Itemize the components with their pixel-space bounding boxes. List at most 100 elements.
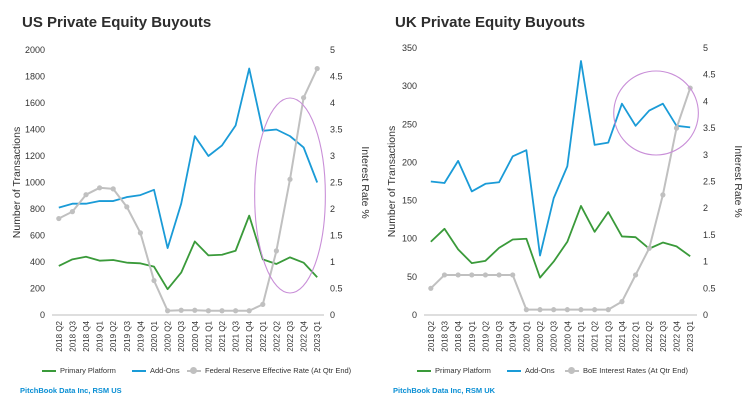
us-x-tick-label: 2019 Q4	[136, 320, 145, 351]
us-rate-point	[314, 65, 320, 72]
uk-y-tick-right: 2.5	[703, 177, 716, 187]
uk-rate-point	[564, 307, 570, 313]
uk-legend-primary-swatch	[417, 370, 431, 372]
uk-y-tick-left: 300	[402, 81, 417, 91]
uk-rate-point	[523, 307, 529, 313]
uk-x-tick-label: 2022 Q1	[632, 320, 641, 351]
us-x-tick-label: 2021 Q1	[204, 320, 213, 351]
uk-y-tick-right: 0	[703, 310, 708, 320]
us-x-tick-label: 2018 Q4	[82, 320, 91, 351]
us-rate-point	[273, 248, 279, 254]
us-y-tick-left: 1800	[25, 72, 45, 82]
uk-chart-plot: 0 50 100 150 200 250 300 350 0 0.5 1 1.5 2 2.5 3 3.5 4 4.…	[386, 43, 744, 352]
uk-y-tick-left: 0	[412, 310, 417, 320]
us-rate-point	[178, 307, 184, 313]
us-y-tick-left: 200	[30, 284, 45, 294]
uk-y-tick-left: 200	[402, 157, 417, 167]
us-rate-point	[192, 307, 198, 313]
us-chart-legend: Primary Platform Add-Ons Federal Reserve…	[0, 366, 375, 380]
uk-x-tick-label: 2021 Q4	[618, 320, 627, 351]
us-rate-point	[69, 209, 75, 215]
uk-y-tick-left: 50	[407, 272, 417, 282]
uk-x-tick-label: 2019 Q4	[509, 320, 518, 351]
us-rate-point	[233, 308, 239, 314]
us-legend-addons-label: Add-Ons	[150, 366, 180, 375]
uk-x-tick-label: 2020 Q1	[522, 320, 531, 351]
us-series-line-2	[58, 68, 319, 312]
us-x-tick-label: 2018 Q2	[55, 320, 64, 351]
uk-y-tick-right: 3.5	[703, 123, 716, 133]
us-chart-plot: 0 200 400 600 800 1000 1200 1400 1600 1800 2000 0 0.…	[11, 45, 371, 352]
uk-y-tick-left: 100	[402, 234, 417, 244]
us-x-tick-label: 2022 Q2	[272, 320, 281, 351]
uk-y-tick-left: 350	[402, 43, 417, 53]
uk-rate-point	[496, 272, 502, 278]
us-chart-title: US Private Equity Buyouts	[22, 14, 212, 31]
us-y-tick-left: 1600	[25, 98, 45, 108]
uk-x-tick-label: 2019 Q1	[468, 320, 477, 351]
us-rate-point	[56, 215, 62, 222]
us-y-tick-left: 1200	[25, 151, 45, 161]
us-y-tick-left: 1000	[25, 178, 45, 188]
uk-y-tick-right: 0.5	[703, 283, 716, 293]
us-rate-point	[165, 308, 171, 314]
uk-y-tick-right: 5	[703, 43, 708, 53]
uk-x-tick-label: 2022 Q2	[645, 320, 654, 351]
uk-legend-primary-label: Primary Platform	[435, 366, 491, 375]
us-x-tick-label: 2020 Q2	[164, 320, 173, 351]
uk-y-tick-right: 1	[703, 257, 708, 267]
us-rate-point	[83, 192, 89, 198]
us-chart-source: PitchBook Data Inc, RSM US	[20, 386, 122, 395]
us-rate-point	[287, 176, 293, 182]
uk-rate-point	[646, 245, 652, 251]
uk-legend-rate-label: BoE Interest Rates (At Qtr End)	[583, 366, 689, 375]
us-y-tick-right: 2.5	[330, 178, 343, 188]
us-y-tick-right: 3.5	[330, 125, 343, 135]
uk-legend-rate-marker	[568, 367, 575, 374]
us-legend-addons-swatch	[132, 370, 146, 372]
us-chart-panel: US Private Equity Buyouts 0 200 400 600 800 1…	[0, 14, 375, 395]
uk-x-tick-label: 2023 Q1	[686, 320, 695, 351]
us-rate-point	[97, 185, 103, 191]
us-y-tick-left: 1400	[25, 125, 45, 135]
us-y-tick-left: 400	[30, 257, 45, 267]
us-rate-point	[151, 277, 157, 284]
us-y-axis-title-left: Number of Transactions	[11, 127, 23, 238]
us-x-tick-label: 2019 Q2	[109, 320, 118, 351]
us-x-tick-label: 2022 Q3	[286, 320, 295, 351]
uk-rate-point	[428, 285, 434, 291]
us-legend-rate-label: Federal Reserve Effective Rate (At Qtr E…	[205, 366, 352, 375]
uk-rate-point	[482, 272, 489, 278]
us-x-tick-label: 2020 Q1	[150, 320, 159, 351]
us-x-tick-label: 2021 Q3	[232, 320, 241, 351]
uk-y-tick-left: 150	[402, 196, 417, 206]
uk-y-axis-title-right: Interest Rate %	[732, 145, 744, 217]
uk-rate-point	[455, 272, 461, 278]
us-rate-point	[124, 204, 130, 210]
uk-rate-point	[605, 307, 611, 313]
us-rate-point	[110, 186, 116, 192]
us-y-tick-right: 4.5	[330, 72, 343, 82]
us-rate-point	[301, 95, 307, 101]
uk-x-tick-label: 2018 Q2	[427, 320, 436, 351]
uk-chart-source: PitchBook Data Inc, RSM UK	[393, 386, 496, 395]
uk-rate-point	[551, 307, 557, 313]
uk-x-tick-label: 2022 Q3	[659, 320, 668, 351]
uk-legend-addons-swatch	[507, 370, 521, 372]
uk-x-tick-label: 2021 Q2	[591, 320, 600, 351]
us-x-tick-label: 2020 Q3	[177, 320, 186, 351]
uk-rate-point	[441, 272, 448, 278]
us-y-tick-left: 2000	[25, 45, 45, 55]
uk-series-line-1	[430, 60, 691, 257]
us-x-tick-label: 2019 Q3	[123, 320, 132, 351]
uk-x-tick-label: 2018 Q3	[440, 320, 449, 351]
uk-chart-title: UK Private Equity Buyouts	[395, 14, 586, 31]
uk-highlight-ellipse	[613, 70, 699, 156]
uk-y-tick-left: 250	[402, 119, 417, 129]
us-rate-point	[246, 308, 252, 314]
uk-x-tick-label: 2019 Q3	[495, 320, 504, 351]
uk-rate-point	[619, 299, 625, 305]
us-rate-point	[219, 308, 225, 314]
uk-x-tick-label: 2020 Q4	[563, 320, 572, 351]
us-x-tick-label: 2020 Q4	[191, 320, 200, 351]
